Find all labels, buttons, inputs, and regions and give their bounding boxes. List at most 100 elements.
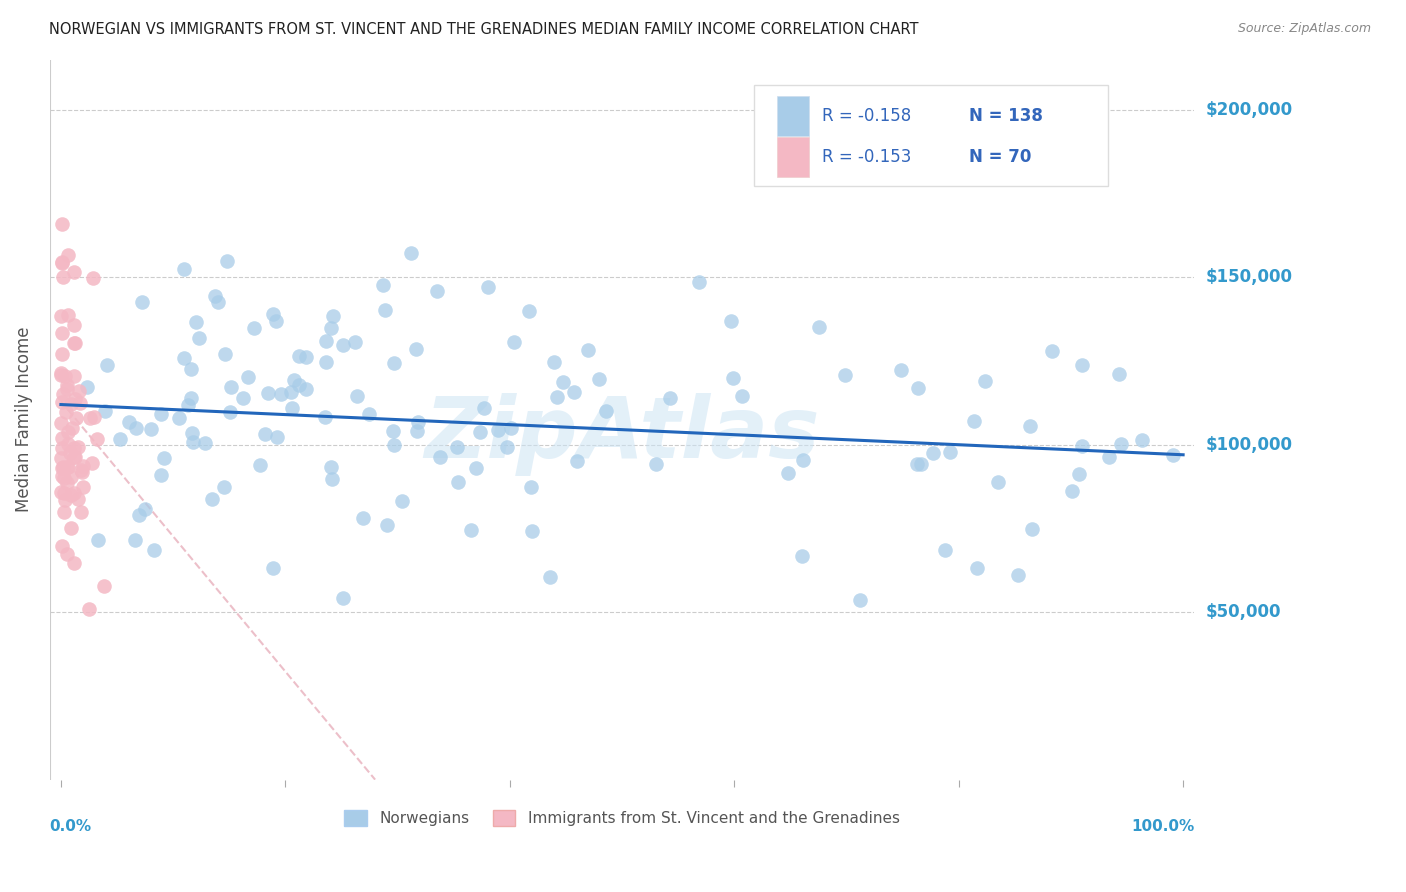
Point — [53, 505, 76, 519]
Point — [67, 440, 90, 454]
Point — [134, 502, 156, 516]
Point — [922, 446, 945, 460]
Point — [283, 373, 305, 387]
Point — [266, 430, 288, 444]
Point — [352, 511, 374, 525]
Point — [849, 593, 872, 607]
Point — [1060, 483, 1083, 498]
Point — [59, 397, 82, 411]
Point — [62, 441, 84, 455]
Point — [1019, 418, 1042, 433]
Point — [63, 450, 86, 464]
Point — [538, 569, 561, 583]
Point — [51, 256, 73, 270]
Point — [382, 424, 405, 438]
Point — [49, 417, 72, 431]
Point — [595, 404, 617, 418]
Point — [181, 426, 204, 441]
Point — [321, 472, 343, 486]
Point — [96, 358, 118, 372]
Point — [167, 411, 190, 425]
Point — [446, 441, 468, 455]
Point — [51, 539, 73, 553]
Point — [82, 271, 104, 285]
Point — [371, 278, 394, 293]
Point — [93, 579, 115, 593]
Point — [55, 405, 77, 419]
Point — [51, 255, 73, 269]
Point — [63, 450, 86, 465]
Point — [49, 451, 72, 466]
Point — [1109, 436, 1132, 450]
Point — [477, 279, 499, 293]
Point — [808, 319, 831, 334]
Point — [295, 382, 318, 396]
Text: R = -0.158: R = -0.158 — [823, 107, 911, 125]
Point — [517, 304, 540, 318]
Point — [149, 468, 172, 483]
Point — [520, 479, 543, 493]
Point — [564, 384, 586, 399]
Text: $100,000: $100,000 — [1205, 435, 1292, 454]
Point — [51, 347, 73, 361]
Point — [1108, 367, 1130, 381]
Point — [792, 453, 814, 467]
Point — [834, 368, 856, 382]
Point — [776, 466, 799, 480]
Text: R = -0.153: R = -0.153 — [823, 148, 911, 166]
Point — [966, 561, 988, 575]
Point — [520, 524, 543, 539]
Point — [1161, 448, 1184, 462]
Point — [1130, 434, 1153, 448]
Point — [315, 355, 337, 369]
Point — [67, 384, 90, 398]
Point — [346, 389, 368, 403]
Point — [426, 284, 449, 298]
Point — [52, 270, 75, 285]
Point — [962, 414, 984, 428]
Point — [69, 463, 91, 477]
FancyBboxPatch shape — [754, 85, 1108, 186]
Point — [62, 368, 84, 383]
Point — [65, 411, 87, 425]
Point — [56, 378, 79, 392]
Point — [232, 391, 254, 405]
Point — [194, 436, 217, 450]
Point — [391, 493, 413, 508]
Point — [730, 388, 752, 402]
Point — [249, 458, 271, 472]
Point — [51, 326, 73, 340]
Point — [51, 441, 73, 455]
Point — [934, 543, 956, 558]
Point — [790, 549, 813, 563]
Point — [76, 379, 98, 393]
Text: 100.0%: 100.0% — [1130, 819, 1194, 834]
Point — [79, 411, 101, 425]
Point — [1098, 450, 1121, 464]
Text: $200,000: $200,000 — [1205, 101, 1292, 119]
Point — [201, 492, 224, 507]
Point — [659, 391, 682, 405]
Point — [181, 435, 204, 450]
Point — [359, 408, 381, 422]
Point — [131, 294, 153, 309]
Point — [51, 431, 73, 445]
Point — [58, 437, 80, 451]
Point — [51, 217, 73, 231]
Point — [546, 390, 568, 404]
Point — [264, 313, 287, 327]
Text: 0.0%: 0.0% — [49, 819, 91, 834]
Point — [543, 355, 565, 369]
Point — [83, 409, 105, 424]
Point — [63, 556, 86, 570]
Point — [344, 334, 367, 349]
Point — [70, 465, 93, 479]
Text: $50,000: $50,000 — [1205, 603, 1281, 621]
Point — [207, 294, 229, 309]
Point — [644, 457, 666, 471]
Text: $150,000: $150,000 — [1205, 268, 1292, 286]
Point — [72, 458, 94, 473]
Point — [1021, 522, 1043, 536]
Point — [905, 457, 928, 471]
Point — [374, 303, 396, 318]
